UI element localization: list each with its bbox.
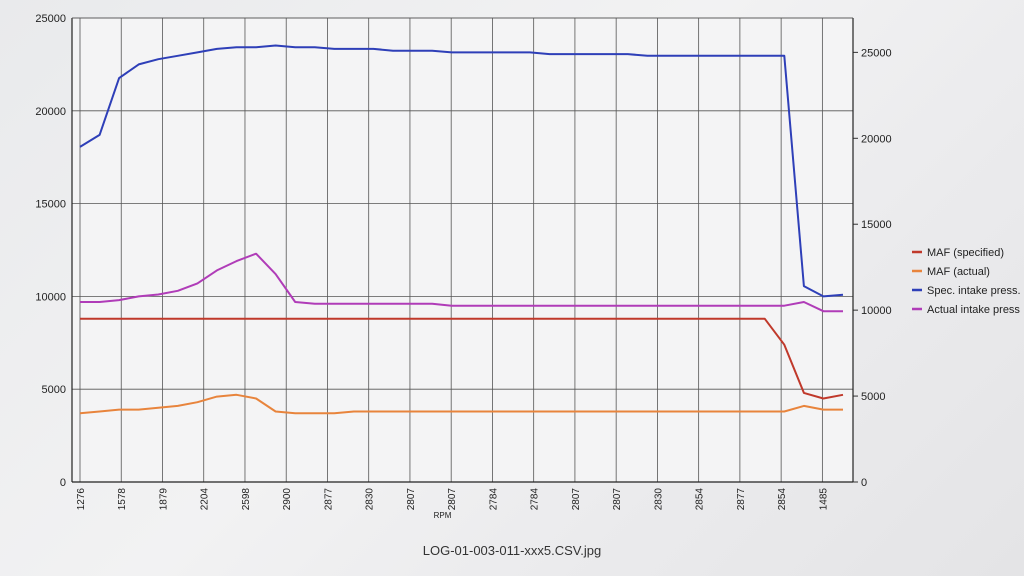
- x-tick-label: 2807: [612, 488, 623, 511]
- plot-area: [72, 18, 853, 482]
- series-line-maf-actual: [79, 393, 843, 415]
- y-right-tick-label: 5000: [861, 391, 885, 403]
- series-line-maf-specified: [80, 317, 844, 400]
- x-tick-label: 2598: [241, 488, 252, 511]
- y-right-tick-label: 25000: [861, 47, 892, 59]
- y-right-tick-label: 0: [861, 477, 867, 489]
- series-line-spec-intake-press: [79, 44, 844, 298]
- x-tick-label: 2807: [571, 488, 582, 511]
- axes: 0 5000 10000 15000 20000 25000 0 5000 10000 15000…: [35, 13, 891, 520]
- x-tick-label: 2830: [365, 488, 376, 511]
- legend-entry: Actual intake press: [927, 304, 1020, 316]
- x-tick-label: 2854: [777, 488, 788, 511]
- x-tick-label: 2807: [406, 488, 417, 511]
- file-caption: LOG-01-003-011-xxx5.CSV.jpg: [422, 543, 602, 558]
- y-right-tick-label: 20000: [861, 133, 892, 145]
- x-tick-label: 2900: [282, 488, 293, 511]
- y-right-tick-label: 10000: [861, 305, 892, 317]
- x-tick-label: 2784: [488, 488, 499, 511]
- y-left-tick-label: 0: [60, 477, 66, 489]
- y-left-tick-label: 25000: [35, 13, 66, 25]
- x-tick-label: 1578: [117, 488, 128, 511]
- x-tick-label: 2877: [736, 488, 747, 511]
- plot-background: [72, 18, 853, 482]
- x-tick-label: 2784: [530, 488, 541, 511]
- legend-entry: MAF (specified): [927, 247, 1004, 259]
- x-tick-label: 1485: [818, 488, 829, 511]
- line-chart: 0 5000 10000 15000 20000 25000 0 5000 10000 15000…: [35, 13, 1021, 520]
- legend-entry: MAF (actual): [927, 266, 990, 278]
- series-lines: [79, 44, 844, 415]
- x-tick-label: 2854: [695, 488, 706, 511]
- series-line-actual-intake-press: [80, 252, 843, 313]
- y-left-tick-label: 5000: [42, 384, 66, 396]
- grid-lines: [72, 17, 853, 483]
- y-left-tick-label: 15000: [35, 199, 66, 211]
- x-tick-label: 1276: [76, 488, 87, 511]
- x-tick-label: 2830: [653, 488, 664, 511]
- x-tick-label: 2204: [200, 488, 211, 511]
- y-left-tick-label: 20000: [35, 106, 66, 118]
- y-right-tick-label: 15000: [861, 219, 892, 231]
- x-tick-label: 1879: [158, 488, 169, 511]
- legend-entry: Spec. intake press.: [927, 285, 1021, 297]
- x-tick-label: 2877: [323, 488, 334, 511]
- x-axis-label: RPM: [434, 511, 452, 520]
- x-tick-label: 2807: [447, 488, 458, 511]
- y-left-tick-label: 10000: [35, 291, 66, 303]
- legend: MAF (specified) MAF (actual) Spec. intake …: [912, 247, 1021, 316]
